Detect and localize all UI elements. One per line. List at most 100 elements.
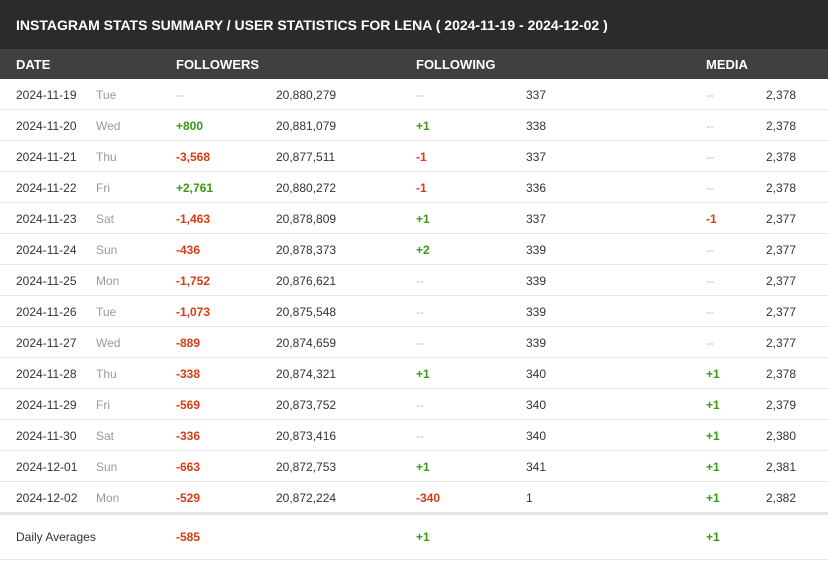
media-count-cell: 2,377 <box>766 212 797 226</box>
date-cell: 2024-11-27 <box>16 336 77 350</box>
followers-delta-cell: -1,073 <box>176 305 211 319</box>
media-count-cell: 2,378 <box>766 88 797 102</box>
date-cell: 2024-11-30 <box>16 429 77 443</box>
media-delta-cell: -- <box>706 336 714 350</box>
followers-delta-cell: -1,463 <box>176 212 211 226</box>
following-count-cell: 337 <box>526 150 547 164</box>
date-cell: 2024-11-23 <box>16 212 77 226</box>
followers-delta-cell: -569 <box>176 398 201 412</box>
weekday-cell: Tue <box>96 88 117 102</box>
following-delta-cell: -- <box>416 398 424 412</box>
following-delta-cell: -- <box>416 305 424 319</box>
table-row: 2024-12-02 Mon -529 20,872,224 -340 1 +1 2,382 <box>0 482 828 513</box>
date-cell: 2024-11-26 <box>16 305 77 319</box>
media-delta-cell: -- <box>706 150 714 164</box>
media-count-cell: 2,380 <box>766 429 797 443</box>
avg-followers-delta: -585 <box>176 530 201 544</box>
weekday-cell: Fri <box>96 398 110 412</box>
media-delta-cell: -- <box>706 181 714 195</box>
following-count-cell: 339 <box>526 243 547 257</box>
followers-delta-cell: -- <box>176 88 184 102</box>
followers-count-cell: 20,874,659 <box>276 336 337 350</box>
followers-delta-cell: -529 <box>176 491 201 505</box>
avg-media-delta: +1 <box>706 530 720 544</box>
date-cell: 2024-11-22 <box>16 181 77 195</box>
media-delta-cell: -- <box>706 274 714 288</box>
date-cell: 2024-12-02 <box>16 491 78 505</box>
followers-count-cell: 20,874,321 <box>276 367 337 381</box>
table-row: 2024-11-21 Thu -3,568 20,877,511 -1 337 -- 2,37… <box>0 141 828 172</box>
table-row: 2024-12-01 Sun -663 20,872,753 +1 341 +1 2,381 <box>0 451 828 482</box>
column-header-date[interactable]: DATE <box>16 57 51 72</box>
media-count-cell: 2,379 <box>766 398 797 412</box>
column-header-following[interactable]: FOLLOWING <box>416 57 496 72</box>
following-count-cell: 339 <box>526 305 547 319</box>
followers-count-cell: 20,873,416 <box>276 429 337 443</box>
media-count-cell: 2,382 <box>766 491 797 505</box>
table-row: 2024-11-25 Mon -1,752 20,876,621 -- 339 -- 2,37… <box>0 265 828 296</box>
media-count-cell: 2,378 <box>766 119 797 133</box>
following-delta-cell: +1 <box>416 212 430 226</box>
media-count-cell: 2,377 <box>766 274 797 288</box>
media-count-cell: 2,377 <box>766 336 797 350</box>
media-count-cell: 2,381 <box>766 460 797 474</box>
followers-count-cell: 20,876,621 <box>276 274 337 288</box>
weekday-cell: Sun <box>96 460 118 474</box>
followers-delta-cell: -1,752 <box>176 274 211 288</box>
media-count-cell: 2,377 <box>766 305 797 319</box>
followers-count-cell: 20,872,753 <box>276 460 337 474</box>
followers-count-cell: 20,880,272 <box>276 181 337 195</box>
media-delta-cell: -- <box>706 88 714 102</box>
weekday-cell: Sun <box>96 243 118 257</box>
daily-averages-row: Daily Averages -585 +1 +1 <box>0 513 828 560</box>
media-delta-cell: +1 <box>706 491 720 505</box>
weekday-cell: Thu <box>96 367 117 381</box>
following-count-cell: 1 <box>526 491 533 505</box>
media-delta-cell: -1 <box>706 212 717 226</box>
following-count-cell: 339 <box>526 336 547 350</box>
table-row: 2024-11-20 Wed +800 20,881,079 +1 338 -- 2,378 <box>0 110 828 141</box>
following-delta-cell: -340 <box>416 491 441 505</box>
table-row: 2024-11-19 Tue -- 20,880,279 -- 337 -- 2,378 <box>0 79 828 110</box>
following-count-cell: 340 <box>526 429 547 443</box>
table-row: 2024-11-22 Fri +2,761 20,880,272 -1 336 -- 2,37… <box>0 172 828 203</box>
followers-delta-cell: -663 <box>176 460 201 474</box>
following-count-cell: 340 <box>526 367 547 381</box>
table-row: 2024-11-27 Wed -889 20,874,659 -- 339 -- 2,377 <box>0 327 828 358</box>
weekday-cell: Tue <box>96 305 117 319</box>
table-row: 2024-11-24 Sun -436 20,878,373 +2 339 -- 2,377 <box>0 234 828 265</box>
weekday-cell: Sat <box>96 429 115 443</box>
column-header-followers[interactable]: FOLLOWERS <box>176 57 260 72</box>
followers-delta-cell: -436 <box>176 243 201 257</box>
weekday-cell: Sat <box>96 212 115 226</box>
following-count-cell: 337 <box>526 88 547 102</box>
media-count-cell: 2,378 <box>766 367 797 381</box>
following-count-cell: 338 <box>526 119 547 133</box>
media-delta-cell: -- <box>706 119 714 133</box>
followers-count-cell: 20,877,511 <box>276 150 336 164</box>
table-row: 2024-11-26 Tue -1,073 20,875,548 -- 339 -- 2,37… <box>0 296 828 327</box>
weekday-cell: Mon <box>96 491 120 505</box>
date-cell: 2024-11-21 <box>16 150 77 164</box>
media-delta-cell: -- <box>706 243 714 257</box>
following-delta-cell: -1 <box>416 181 427 195</box>
date-cell: 2024-12-01 <box>16 460 78 474</box>
date-cell: 2024-11-24 <box>16 243 77 257</box>
date-cell: 2024-11-28 <box>16 367 77 381</box>
followers-count-cell: 20,875,548 <box>276 305 337 319</box>
averages-label: Daily Averages <box>16 530 96 544</box>
table-row: 2024-11-28 Thu -338 20,874,321 +1 340 +1 2,378 <box>0 358 828 389</box>
media-delta-cell: -- <box>706 305 714 319</box>
following-count-cell: 337 <box>526 212 547 226</box>
media-delta-cell: +1 <box>706 398 720 412</box>
followers-count-cell: 20,878,373 <box>276 243 337 257</box>
following-delta-cell: +1 <box>416 119 430 133</box>
table-row: 2024-11-23 Sat -1,463 20,878,809 +1 337 -1 2,37… <box>0 203 828 234</box>
following-delta-cell: -- <box>416 88 424 102</box>
following-delta-cell: -- <box>416 336 424 350</box>
table-header: DATE FOLLOWERS FOLLOWING MEDIA <box>0 49 828 79</box>
following-count-cell: 336 <box>526 181 547 195</box>
column-header-media[interactable]: MEDIA <box>706 57 748 72</box>
weekday-cell: Mon <box>96 274 120 288</box>
following-delta-cell: +1 <box>416 367 430 381</box>
